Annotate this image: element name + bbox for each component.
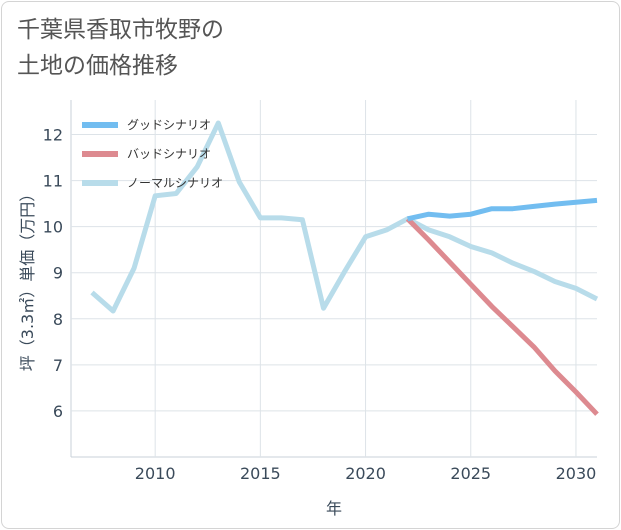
y-tick-label: 8: [53, 310, 63, 329]
y-tick-label: 7: [53, 356, 63, 375]
legend-label-3: ノーマルシナリオ: [127, 176, 223, 190]
legend-label-1: グッドシナリオ: [127, 118, 211, 132]
x-tick-label: 2015: [240, 464, 281, 483]
y-tick-labels: 6 7 8 9 10 11 12: [43, 126, 63, 421]
x-tick-label: 2025: [450, 464, 491, 483]
series-line-2: [405, 217, 599, 416]
y-tick-label: 6: [53, 402, 63, 421]
y-tick-label: 12: [43, 126, 63, 145]
grid-lines: [70, 100, 597, 458]
x-tick-label: 2010: [135, 464, 176, 483]
y-axis-title: 坪（3.3㎡）単価（万円）: [18, 186, 37, 371]
series-line-1: [407, 197, 598, 222]
series-lines: [90, 120, 599, 416]
y-tick-label: 9: [53, 264, 63, 283]
chart-title: 千葉県香取市牧野の 土地の価格推移: [17, 17, 224, 79]
series-line-3: [90, 120, 599, 314]
legend-label-2: バッドシナリオ: [127, 147, 211, 161]
x-tick-label: 2020: [345, 464, 386, 483]
x-axis-title: 年: [326, 499, 342, 518]
x-tick-label: 2030: [556, 464, 597, 483]
y-tick-label: 11: [43, 172, 63, 191]
x-tick-labels: 2010 2015 2020 2025 2030: [135, 464, 597, 483]
y-tick-label: 10: [43, 218, 63, 237]
